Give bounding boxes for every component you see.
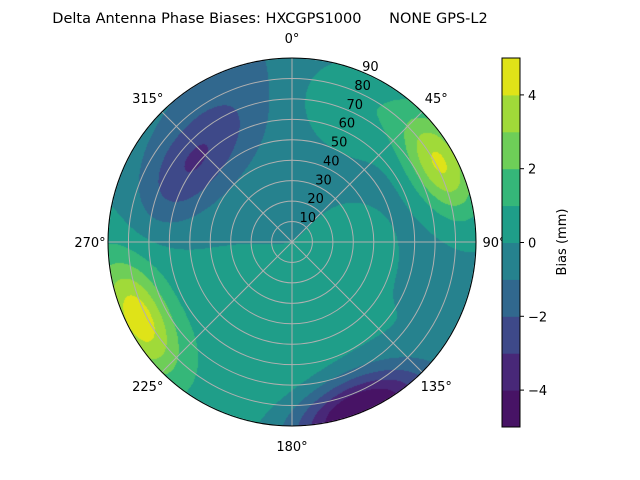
colorbar-band [502, 353, 520, 391]
radial-tick-label: 90 [362, 60, 379, 75]
angular-grid-line [161, 241, 293, 373]
angular-tick-label: 225° [132, 380, 163, 395]
angular-tick-labels: 0° 45° 90° 135° 180° 225° 270° 315° [74, 32, 505, 455]
radial-tick-label: 50 [331, 136, 348, 151]
chart-title: Delta Antenna Phase Biases: HXCGPS1000 N… [52, 11, 487, 27]
colorbar-band [502, 390, 520, 428]
colorbar-tick-label: 4 [528, 89, 536, 104]
radial-tick-label: 70 [346, 98, 363, 113]
angular-tick-label: 135° [421, 380, 452, 395]
angular-grid-line [161, 111, 293, 243]
angular-grid-line [291, 111, 423, 243]
angular-tick-label: 270° [74, 236, 105, 251]
grid-lines [107, 57, 477, 427]
radial-tick-label: 60 [339, 117, 356, 132]
radial-tick-label: 80 [354, 79, 371, 94]
colorbar-band [502, 94, 520, 133]
colorbar-band [502, 279, 520, 317]
colorbar-band [502, 168, 520, 207]
angular-tick-label: 90° [482, 236, 505, 251]
radial-tick-label: 20 [307, 192, 324, 207]
colorbar-band [502, 316, 520, 354]
colorbar-tick-label: −2 [528, 310, 547, 325]
colorbar-tick-label: 0 [528, 237, 536, 252]
colorbar-tick-label: −4 [528, 384, 547, 399]
colorbar-tick-label: 2 [528, 163, 536, 178]
colorbar-band [502, 131, 520, 170]
colorbar-band [502, 205, 520, 243]
radial-tick-label: 10 [300, 211, 317, 226]
colorbar: −4 −2 0 2 4 [501, 57, 547, 428]
radial-tick-label: 40 [323, 154, 340, 169]
angular-tick-label: 0° [285, 32, 300, 47]
polar-frame [107, 57, 477, 427]
angular-tick-label: 315° [132, 92, 163, 107]
angular-grid-line [291, 241, 423, 373]
radial-tick-label: 30 [315, 173, 332, 188]
colorbar-label: Bias (mm) [555, 209, 570, 276]
angular-tick-label: 45° [425, 92, 448, 107]
colorbar-band [502, 242, 520, 280]
angular-tick-label: 180° [276, 440, 307, 455]
radial-tick-labels: 10 20 30 40 50 60 70 80 90 [300, 60, 379, 226]
colorbar-band [502, 58, 520, 96]
